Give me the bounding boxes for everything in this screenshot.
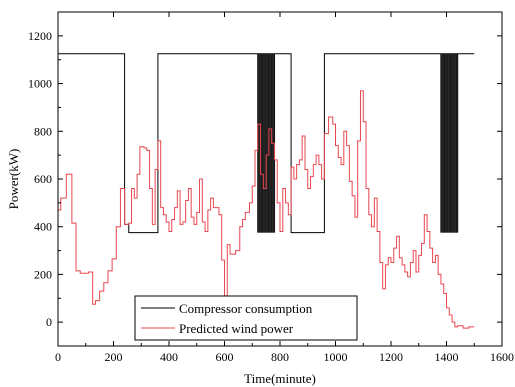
y-tick-label: 1200 — [28, 29, 52, 43]
y-tick-label: 600 — [34, 172, 52, 186]
y-tick-label: 1000 — [28, 77, 52, 91]
y-tick-label: 800 — [34, 124, 52, 138]
axes: 0 200 400 600 800 1000 1200 1400 1600 0 200 400 600 8… — [28, 11, 514, 364]
x-tick-label: 0 — [55, 350, 61, 364]
x-tick-label: 1000 — [324, 350, 348, 364]
y-axis-title: Power(kW) — [6, 149, 21, 210]
x-tick-label: 600 — [216, 350, 234, 364]
legend-label-wind: Predicted wind power — [179, 321, 294, 336]
oscillation-fill — [257, 53, 275, 233]
plot-area — [58, 53, 475, 329]
oscillation-band — [440, 53, 459, 233]
y-tick-label: 0 — [46, 315, 52, 329]
x-tick-label: 200 — [105, 350, 123, 364]
x-tick-label: 800 — [271, 350, 289, 364]
legend: Compressor consumption Predicted wind po… — [134, 295, 358, 341]
y-tick-label: 200 — [34, 267, 52, 281]
x-tick-label: 400 — [160, 350, 178, 364]
x-tick-label: 1400 — [435, 350, 459, 364]
x-axis-title: Time(minute) — [244, 371, 316, 386]
x-tick-label: 1200 — [379, 350, 403, 364]
series-line-wind — [58, 90, 475, 329]
y-tick-label: 400 — [34, 220, 52, 234]
legend-label-compressor: Compressor consumption — [179, 301, 313, 316]
legend-box — [134, 295, 358, 341]
oscillation-fill — [440, 53, 458, 233]
x-tick-label: 1600 — [490, 350, 514, 364]
